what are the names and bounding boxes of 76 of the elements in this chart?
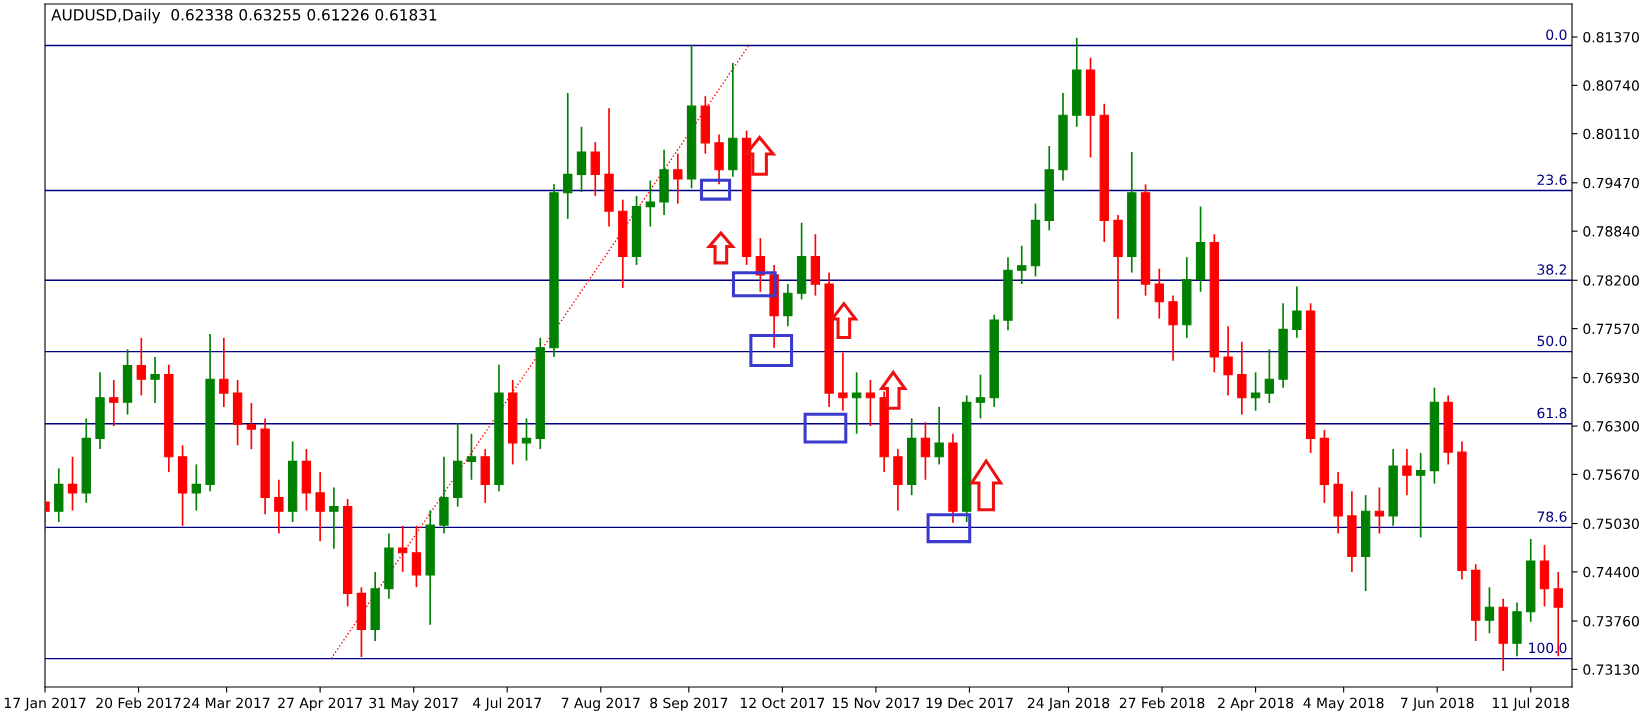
y-tick-label: 0.75030 xyxy=(1583,518,1639,530)
x-tick-label: 7 Aug 2017 xyxy=(561,697,640,711)
y-tick-label: 0.80740 xyxy=(1583,80,1639,91)
y-tick-label: 0.79470 xyxy=(1583,177,1639,189)
y-tick-label: 0.78200 xyxy=(1583,275,1639,286)
x-tick-label: 4 Jul 2017 xyxy=(473,697,541,711)
candlestick xyxy=(1154,267,1164,320)
candlestick xyxy=(329,486,339,550)
x-tick-label: 24 Mar 2017 xyxy=(183,697,270,709)
candlestick xyxy=(590,141,600,197)
y-tick-label: 0.73760 xyxy=(1583,615,1639,627)
x-tick-label: 8 Sep 2017 xyxy=(650,697,728,711)
x-tick-label: 11 Jul 2018 xyxy=(1492,697,1570,711)
candlestick xyxy=(1484,586,1495,635)
candlestick xyxy=(920,421,931,481)
annotation: 23.6 xyxy=(1537,174,1567,186)
candlestick xyxy=(1017,244,1027,285)
candlestick xyxy=(397,525,408,573)
candlestick xyxy=(1415,452,1426,539)
candlestick xyxy=(975,373,986,420)
x-tick-label: 17 Jan 2017 xyxy=(4,697,86,711)
x-tick-label: 27 Feb 2018 xyxy=(1119,697,1205,709)
y-tick-label: 0.81370 xyxy=(1583,31,1639,43)
candlestick xyxy=(1168,294,1178,362)
candlestick xyxy=(67,455,78,512)
candlestick xyxy=(136,336,146,397)
candlestick xyxy=(466,432,477,481)
chart-title: AUDUSD,Daily 0.62338 0.63255 0.61226 0.61831 xyxy=(51,8,437,24)
candlestick xyxy=(783,283,793,328)
candlestick xyxy=(150,356,160,404)
candlestick xyxy=(1402,448,1412,496)
x-tick-label: 20 Feb 2017 xyxy=(96,697,181,709)
candlestick xyxy=(1223,325,1233,397)
x-tick-label: 15 Nov 2017 xyxy=(832,697,920,709)
candlestick xyxy=(673,152,683,205)
x-tick-label: 2 Apr 2018 xyxy=(1218,697,1294,711)
x-tick-label: 4 May 2018 xyxy=(1303,697,1384,711)
candlestick xyxy=(274,478,284,535)
candlestick xyxy=(315,471,325,543)
candlestick xyxy=(1374,486,1385,535)
candlestick xyxy=(521,417,532,462)
annotation: 78.6 xyxy=(1537,511,1567,522)
candlestick xyxy=(191,463,202,512)
candlestick xyxy=(109,379,119,427)
candlestick xyxy=(1250,371,1261,412)
candlestick xyxy=(246,402,257,450)
candlestick xyxy=(838,351,848,412)
y-tick-label: 0.75670 xyxy=(1583,469,1639,480)
candlestick xyxy=(1264,348,1275,404)
x-tick-label: 12 Oct 2017 xyxy=(740,697,825,709)
candlestick xyxy=(865,379,876,427)
candlestick xyxy=(1237,340,1247,416)
annotation: 50.0 xyxy=(1537,335,1567,347)
x-tick-label: 27 Apr 2017 xyxy=(278,697,362,711)
candlestick xyxy=(645,179,655,228)
y-tick-label: 0.80110 xyxy=(1583,128,1639,140)
y-tick-label: 0.74400 xyxy=(1583,566,1639,578)
candlestick xyxy=(219,336,229,408)
candlestick xyxy=(563,92,573,220)
y-tick-label: 0.76930 xyxy=(1583,372,1639,384)
x-tick-label: 24 Jan 2018 xyxy=(1027,697,1110,711)
y-tick-label: 0.78840 xyxy=(1583,226,1639,237)
candlestick xyxy=(1292,285,1302,339)
candlestick xyxy=(934,406,944,466)
candlestick xyxy=(576,125,587,193)
y-tick-label: 0.73130 xyxy=(1583,664,1639,675)
annotation: 61.8 xyxy=(1537,407,1567,419)
candlestick xyxy=(851,371,862,435)
annotation: 38.2 xyxy=(1537,264,1567,275)
candlestick xyxy=(411,525,422,589)
y-tick-label: 0.76300 xyxy=(1583,421,1639,432)
x-tick-label: 19 Dec 2017 xyxy=(926,697,1013,709)
y-tick-label: 0.77570 xyxy=(1583,323,1639,335)
annotation: 0.0 xyxy=(1546,29,1567,40)
x-tick-label: 31 May 2017 xyxy=(369,697,458,711)
x-tick-label: 7 Jun 2018 xyxy=(1400,697,1474,711)
